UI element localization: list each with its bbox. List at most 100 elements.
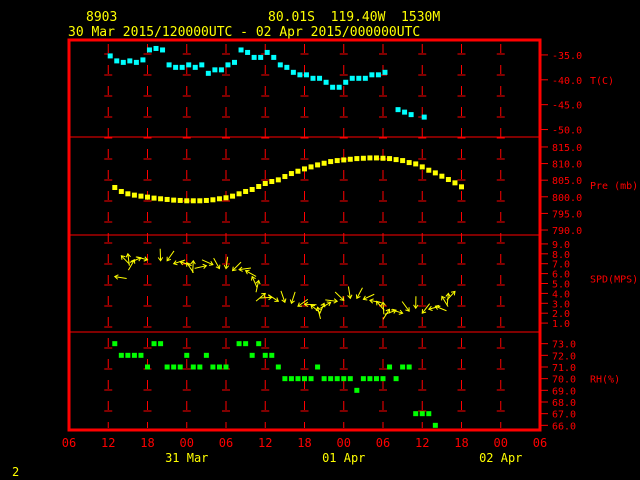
data-point: [432, 422, 438, 428]
data-point: [367, 376, 373, 382]
data-point: [282, 174, 288, 180]
data-point: [223, 195, 229, 201]
data-point: [341, 157, 347, 163]
y-tick-label: 68.0: [552, 398, 576, 409]
y-tick-label: 805.0: [552, 176, 582, 187]
wind-arrow: [201, 259, 214, 266]
data-point: [295, 168, 301, 174]
data-point: [199, 62, 205, 68]
data-point: [262, 181, 268, 187]
data-point: [236, 341, 242, 347]
y-tick-label: 73.0: [552, 340, 576, 351]
data-point: [133, 59, 139, 65]
wind-arrow: [347, 286, 353, 300]
data-point: [186, 62, 192, 68]
y-tick-label: 9.0: [552, 240, 570, 251]
data-point: [354, 156, 360, 162]
data-point: [218, 67, 224, 73]
wind-arrow: [355, 287, 363, 300]
wind-arrow: [213, 257, 221, 270]
page-number: 2: [12, 465, 19, 479]
data-point: [166, 62, 172, 68]
data-point: [408, 112, 414, 118]
data-point: [164, 364, 170, 370]
wind-arrow: [125, 252, 131, 266]
data-point: [205, 70, 211, 76]
data-point: [197, 364, 203, 370]
data-point: [197, 198, 203, 204]
data-point: [112, 184, 118, 190]
y-tick-label: 2.0: [552, 309, 570, 320]
data-point: [236, 191, 242, 197]
data-point: [380, 155, 386, 161]
data-point: [210, 364, 216, 370]
y-axis-title: SPD(MPS): [590, 275, 638, 286]
time-range: 30 Mar 2015/120000UTC - 02 Apr 2015/0000…: [68, 25, 420, 40]
data-point: [275, 364, 281, 370]
data-point: [120, 59, 126, 65]
data-point: [439, 173, 445, 179]
wind-arrow: [391, 309, 404, 315]
data-point: [112, 341, 118, 347]
data-point: [321, 376, 327, 382]
wind-arrow: [446, 290, 456, 301]
x-tick-label: 06: [533, 436, 547, 450]
wind-arrow: [190, 259, 196, 273]
data-point: [184, 352, 190, 358]
data-point: [171, 364, 177, 370]
x-axis-labels: 06 12 18 00 06 12 18 00 06 12 18 00 06 31 Mar 01 Apr 02…: [62, 436, 547, 465]
data-point: [249, 186, 255, 192]
data-point: [334, 376, 340, 382]
wind-arrow: [255, 292, 266, 302]
x-date-label: 02 Apr: [479, 451, 522, 465]
wind-arrow: [320, 301, 332, 309]
data-point: [245, 49, 251, 55]
data-point: [243, 341, 249, 347]
data-point: [288, 171, 294, 177]
y-axis-title: Pre (mb): [590, 181, 638, 192]
y-tick-label: 795.0: [552, 209, 582, 220]
wind-arrow: [194, 263, 208, 269]
wind-arrow: [297, 298, 309, 307]
data-point: [334, 158, 340, 164]
wind-arrow: [362, 293, 375, 301]
data-point: [131, 352, 137, 358]
data-point: [400, 158, 406, 164]
wind-arrow: [120, 255, 131, 265]
data-point: [356, 75, 362, 81]
station-location: 80.01S 119.40W 1530M: [268, 10, 440, 25]
data-point: [258, 54, 264, 60]
x-date-label: 01 Apr: [322, 451, 365, 465]
data-point: [426, 167, 432, 173]
x-tick-label: 06: [219, 436, 233, 450]
panel-0: -35.0 -40.0 -45.0 -50.0 T(C): [107, 45, 614, 137]
wind-arrow: [325, 298, 339, 304]
data-point: [315, 162, 321, 168]
data-point: [230, 193, 236, 199]
panel-3: 66.067.068.069.070.071.072.073.0 RH(%): [112, 340, 620, 432]
x-tick-label: 12: [415, 436, 429, 450]
data-point: [203, 352, 209, 358]
x-tick-label: 00: [180, 436, 194, 450]
data-point: [308, 376, 314, 382]
data-point: [256, 183, 262, 189]
data-point: [146, 47, 152, 53]
y-tick-label: 810.0: [552, 160, 582, 171]
wind-arrow: [280, 290, 287, 304]
y-tick-label: 70.0: [552, 375, 576, 386]
data-point: [328, 376, 334, 382]
data-point: [419, 164, 425, 170]
data-point: [373, 376, 379, 382]
wind-arrow: [179, 260, 192, 267]
data-point: [367, 155, 373, 161]
data-point: [362, 75, 368, 81]
plot-panels: -35.0 -40.0 -45.0 -50.0 T(C) 790.0 795.0 800.0 8…: [107, 45, 638, 432]
data-point: [107, 53, 113, 59]
data-point: [288, 376, 294, 382]
y-axis-title: RH(%): [590, 375, 620, 386]
wind-arrow: [315, 306, 321, 320]
data-point: [402, 109, 408, 115]
data-point: [138, 352, 144, 358]
